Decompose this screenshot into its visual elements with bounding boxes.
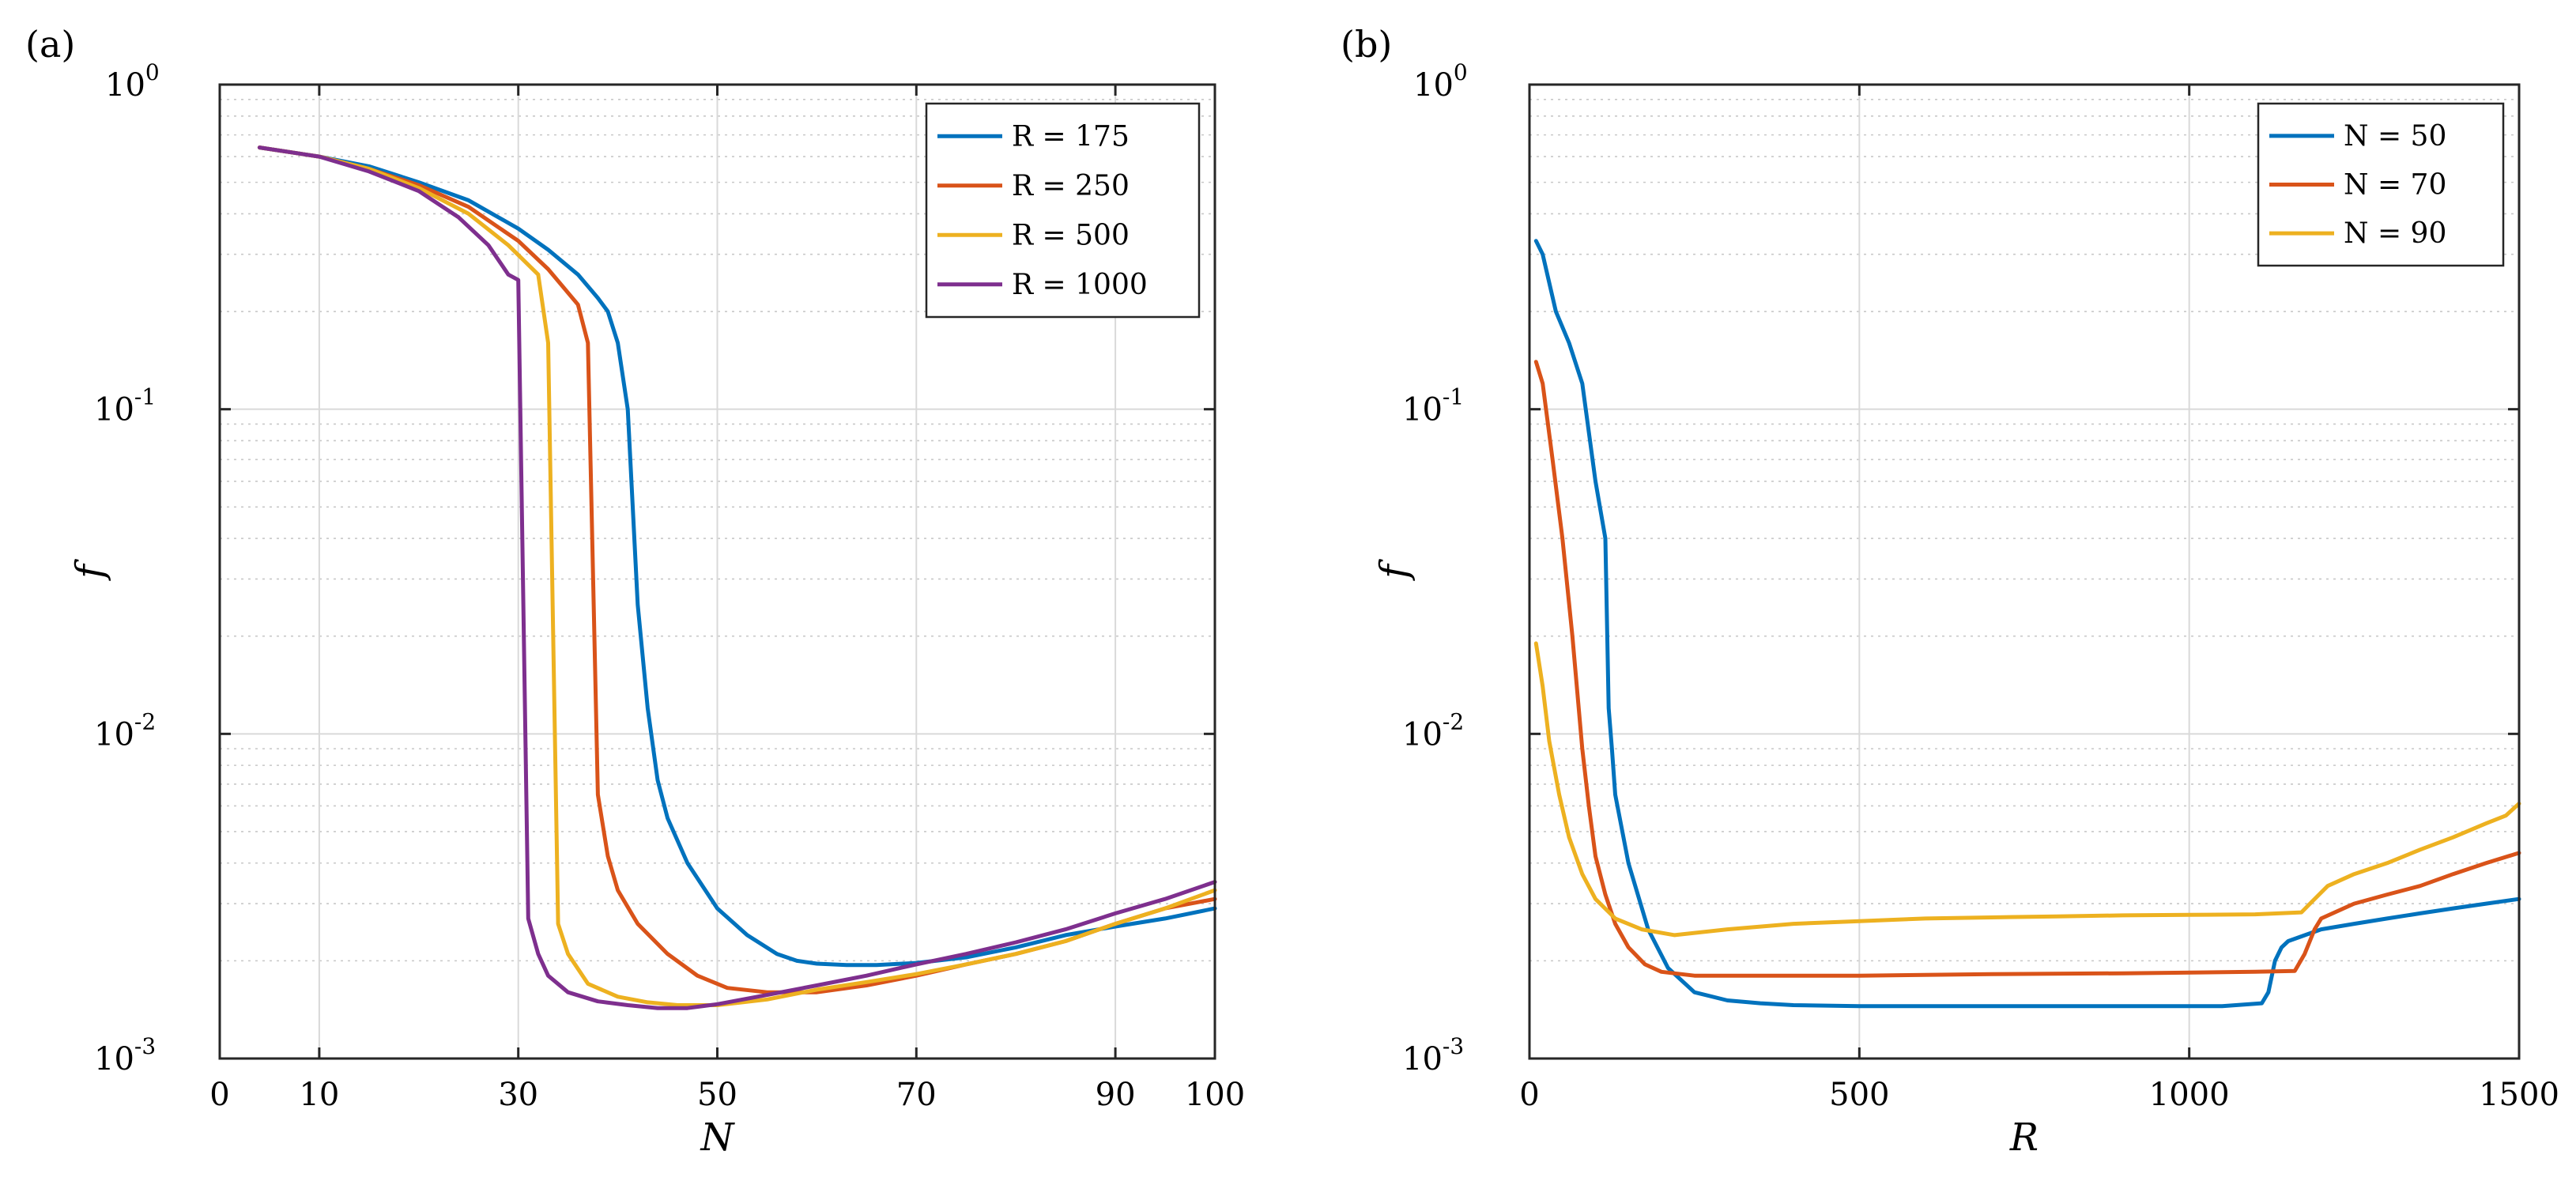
y-tick-label: 10-2 bbox=[94, 708, 156, 753]
x-tick-label: 70 bbox=[896, 1077, 937, 1113]
x-tick-label: 10 bbox=[299, 1077, 339, 1113]
series-line-2 bbox=[1533, 360, 2521, 978]
legend-entry-label: N = 70 bbox=[2344, 169, 2446, 202]
panel-label: (b) bbox=[1341, 23, 1392, 66]
legend: N = 50 N = 70 N = 90 bbox=[2257, 102, 2505, 267]
y-axis-title: f bbox=[1372, 559, 1416, 581]
y-tick-label: 100 bbox=[1413, 59, 1468, 104]
x-tick-label: 90 bbox=[1096, 1077, 1136, 1113]
x-tick-label: 30 bbox=[498, 1077, 538, 1113]
legend-entry-label: R = 250 bbox=[1012, 170, 1130, 202]
y-tick-label: 10-1 bbox=[94, 384, 156, 428]
legend-entry-label: R = 175 bbox=[1012, 120, 1130, 153]
x-tick-label: 100 bbox=[1185, 1077, 1245, 1113]
y-tick-label: 10-3 bbox=[1402, 1033, 1464, 1077]
x-axis-title: R bbox=[2009, 1115, 2039, 1160]
y-tick-label: 100 bbox=[105, 59, 160, 104]
y-tick-label: 10-2 bbox=[1402, 708, 1464, 753]
panel-a: 0 10 30 50 70 90 100 100 10-1 10-2 10-3 Nf (a) R = 17… bbox=[25, 23, 1245, 1160]
axes-frame bbox=[1528, 83, 2521, 1060]
legend-entry-label: R = 500 bbox=[1012, 219, 1130, 251]
x-tick-label: 0 bbox=[209, 1077, 229, 1113]
series-line-1 bbox=[1533, 239, 2521, 1009]
minor-grid bbox=[1529, 98, 2519, 962]
series-line-4 bbox=[257, 145, 1217, 1010]
minor-grid bbox=[220, 98, 1215, 962]
major-grid bbox=[220, 85, 1215, 1059]
legend-entry-label: N = 90 bbox=[2344, 217, 2446, 250]
legend: R = 175 R = 250 R = 500 R = 1000 bbox=[925, 102, 1201, 319]
series-line-1 bbox=[257, 145, 1217, 968]
x-axis-title: N bbox=[700, 1115, 736, 1160]
y-tick-label: 10-1 bbox=[1402, 384, 1464, 428]
y-tick-label: 10-3 bbox=[94, 1033, 156, 1077]
x-tick-label: 50 bbox=[697, 1077, 737, 1113]
y-axis-title: f bbox=[68, 559, 112, 581]
series-line-3 bbox=[1533, 641, 2521, 938]
legend-entry-label: R = 1000 bbox=[1012, 269, 1148, 301]
panel-label: (a) bbox=[25, 23, 75, 66]
x-tick-label: 0 bbox=[1519, 1077, 1539, 1113]
x-tick-label: 500 bbox=[1829, 1077, 1889, 1113]
legend-box bbox=[925, 102, 1201, 319]
x-tick-label: 1500 bbox=[2479, 1077, 2559, 1113]
legend-entry-label: N = 50 bbox=[2344, 120, 2446, 153]
series-line-3 bbox=[257, 145, 1217, 1007]
major-grid bbox=[1529, 85, 2519, 1059]
x-tick-label: 1000 bbox=[2149, 1077, 2230, 1113]
